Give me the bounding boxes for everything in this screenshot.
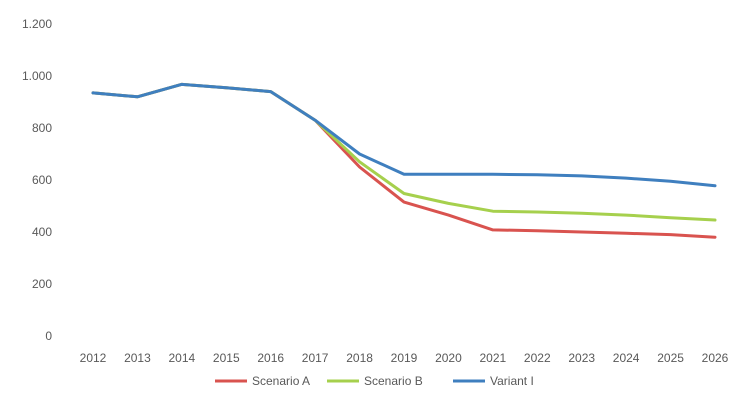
y-tick-label-1.000: 1.000 bbox=[22, 69, 52, 83]
x-tick-label-2025: 2025 bbox=[657, 351, 684, 365]
x-tick-label-2018: 2018 bbox=[346, 351, 373, 365]
x-tick-label-2013: 2013 bbox=[124, 351, 151, 365]
x-tick-label-2020: 2020 bbox=[435, 351, 462, 365]
x-tick-label-2023: 2023 bbox=[568, 351, 595, 365]
y-tick-label-400: 400 bbox=[32, 225, 52, 239]
legend-label-scenario-b: Scenario B bbox=[364, 374, 423, 388]
x-tick-label-2021: 2021 bbox=[480, 351, 507, 365]
y-tick-label-200: 200 bbox=[32, 277, 52, 291]
x-tick-label-2012: 2012 bbox=[80, 351, 107, 365]
legend: Scenario A Scenario B Variant I bbox=[215, 374, 534, 388]
x-tick-label-2014: 2014 bbox=[169, 351, 196, 365]
x-tick-label-2022: 2022 bbox=[524, 351, 551, 365]
series-line-scenario-b bbox=[91, 82, 717, 222]
series-line-variant-i bbox=[91, 82, 717, 188]
x-tick-label-2026: 2026 bbox=[702, 351, 729, 365]
y-tick-label-0: 0 bbox=[45, 329, 52, 343]
x-tick-label-2017: 2017 bbox=[302, 351, 329, 365]
y-tick-label-1.200: 1.200 bbox=[22, 17, 52, 31]
y-tick-label-600: 600 bbox=[32, 173, 52, 187]
legend-label-variant-i: Variant I bbox=[490, 374, 534, 388]
x-tick-label-2016: 2016 bbox=[257, 351, 284, 365]
legend-label-scenario-a: Scenario A bbox=[252, 374, 310, 388]
x-axis-labels: 2012 2013 2014 2015 2016 2017 2018 2019 2020 2021… bbox=[80, 351, 729, 365]
x-tick-label-2015: 2015 bbox=[213, 351, 240, 365]
x-tick-label-2024: 2024 bbox=[613, 351, 640, 365]
x-tick-label-2019: 2019 bbox=[391, 351, 418, 365]
y-tick-label-800: 800 bbox=[32, 121, 52, 135]
series-lines bbox=[91, 82, 717, 239]
y-axis-labels: 0 200 400 600 800 1.000 1.200 bbox=[22, 17, 52, 343]
